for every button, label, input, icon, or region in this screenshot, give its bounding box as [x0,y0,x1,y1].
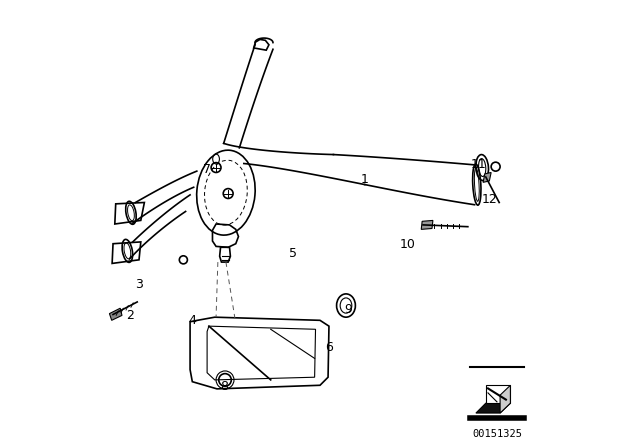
Polygon shape [421,220,433,229]
Polygon shape [476,403,511,413]
Text: 2: 2 [125,309,134,323]
Text: 1: 1 [361,172,369,186]
Polygon shape [486,385,511,403]
Polygon shape [109,308,122,320]
Text: 11: 11 [471,158,487,172]
Text: 10: 10 [399,237,415,251]
Polygon shape [483,172,491,182]
Polygon shape [500,385,511,413]
Text: 12: 12 [481,193,497,206]
Text: 5: 5 [289,246,297,260]
Text: 6: 6 [325,340,333,354]
Text: 7: 7 [203,163,211,176]
Text: 9: 9 [344,302,352,316]
Text: 8: 8 [220,379,228,393]
Text: 3: 3 [134,278,143,291]
Text: 00151325: 00151325 [472,429,522,439]
Text: 4: 4 [188,314,196,327]
